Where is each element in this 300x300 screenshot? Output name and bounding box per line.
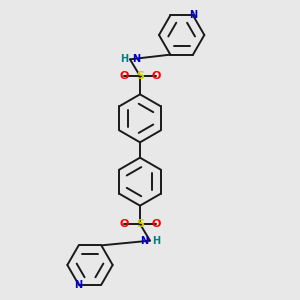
Text: H: H [152,236,160,246]
Text: N: N [75,280,83,290]
Text: O: O [119,219,129,229]
Text: S: S [136,71,144,81]
Text: N: N [132,54,140,64]
Text: S: S [136,219,144,229]
Text: O: O [119,71,129,81]
Text: H: H [120,54,128,64]
Text: N: N [189,11,197,20]
Text: N: N [140,236,148,246]
Text: O: O [151,219,161,229]
Text: O: O [151,71,161,81]
